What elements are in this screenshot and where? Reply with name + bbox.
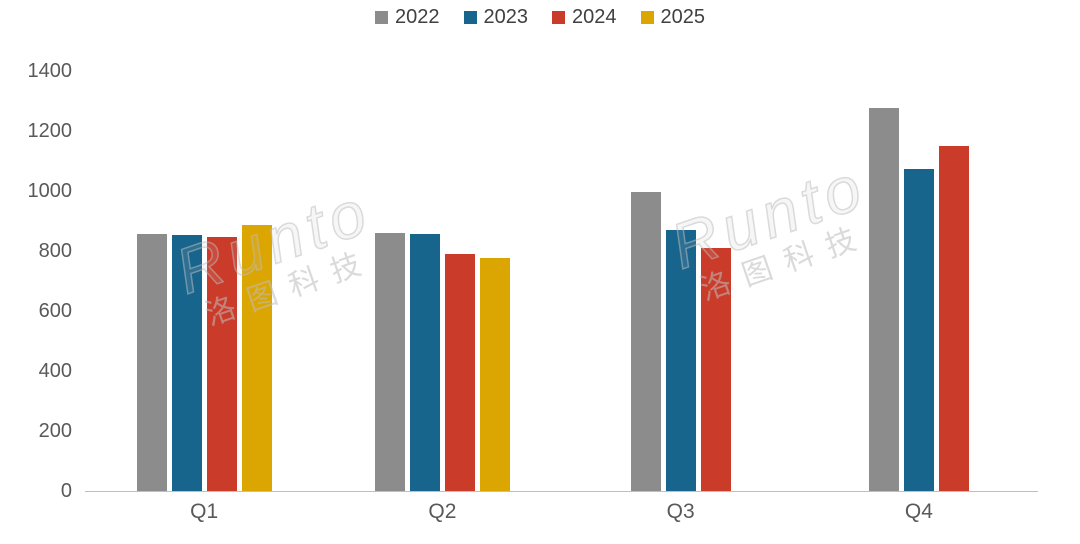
x-tick-label-Q1: Q1 — [190, 500, 219, 523]
y-tick-label: 1000 — [27, 180, 73, 202]
y-tick-label: 0 — [60, 480, 72, 502]
bar-2024-Q1 — [206, 236, 237, 491]
bar-2024-Q3 — [700, 248, 731, 491]
bar-group-Q3 — [562, 71, 800, 491]
bar-group-Q2 — [323, 71, 561, 491]
bar-2022-Q4 — [868, 107, 899, 491]
legend-label: 2022 — [395, 6, 440, 28]
legend-swatch-2023 — [463, 11, 477, 24]
bar-2023-Q4 — [903, 169, 934, 491]
legend-label: 2024 — [572, 6, 617, 28]
y-tick-label: 1200 — [27, 120, 73, 142]
chart-legend: 2022 2023 2024 2025 — [0, 6, 1080, 29]
legend-item-2022: 2022 — [375, 6, 440, 29]
y-axis: 0 200 400 600 800 1000 1200 1400 — [10, 60, 73, 502]
bar-2022-Q3 — [630, 191, 661, 491]
legend-swatch-2024 — [552, 11, 565, 24]
y-tick-label: 400 — [38, 360, 72, 382]
y-tick-label: 800 — [38, 240, 72, 262]
x-tick-label-Q3: Q3 — [666, 500, 695, 523]
y-tick-label: 1400 — [27, 60, 73, 82]
legend-item-2023: 2023 — [463, 6, 529, 29]
bar-2025-Q2 — [479, 257, 510, 491]
bar-2024-Q4 — [938, 146, 969, 491]
legend-swatch-2025 — [640, 11, 654, 24]
bar-2024-Q2 — [444, 254, 475, 491]
plot-area — [85, 71, 1038, 492]
bar-2022-Q2 — [374, 233, 405, 491]
legend-swatch-2022 — [375, 11, 388, 24]
y-tick-label: 200 — [38, 420, 72, 442]
bar-2023-Q1 — [171, 235, 202, 491]
bar-group-Q4 — [800, 71, 1038, 491]
x-tick-label-Q2: Q2 — [428, 500, 457, 523]
bar-group-Q1 — [85, 71, 323, 491]
legend-item-2024: 2024 — [552, 6, 617, 29]
y-tick-label: 600 — [38, 300, 72, 322]
bar-2023-Q2 — [409, 233, 440, 491]
x-tick-label-Q4: Q4 — [904, 500, 933, 523]
legend-item-2025: 2025 — [640, 6, 706, 29]
x-axis: Q1 Q2 Q3 Q4 — [85, 500, 1038, 524]
bar-2023-Q3 — [665, 230, 696, 491]
legend-label: 2023 — [483, 6, 529, 28]
bar-2025-Q1 — [241, 224, 272, 491]
bar-2022-Q1 — [136, 233, 167, 491]
legend-label: 2025 — [660, 6, 706, 28]
